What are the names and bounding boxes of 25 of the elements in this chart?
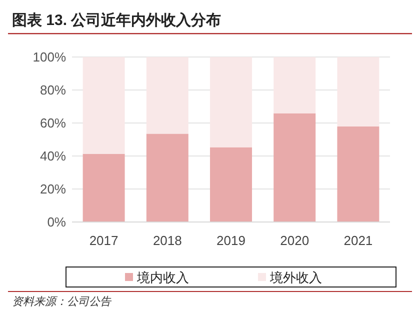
bar xyxy=(146,134,188,222)
y-tick-label: 80% xyxy=(40,82,66,98)
legend-label: 境外收入 xyxy=(269,270,322,285)
bar xyxy=(274,57,316,114)
y-tick-label: 40% xyxy=(40,148,66,164)
bar xyxy=(82,57,125,154)
y-tick-label: 100% xyxy=(32,50,66,64)
bar xyxy=(146,57,188,134)
bar xyxy=(82,154,125,222)
title: 图表 13. 公司近年内外收入分布 xyxy=(12,12,222,29)
y-tick-label: 0% xyxy=(47,214,66,230)
x-tick-label: 2017 xyxy=(89,233,118,248)
legend-label: 境内收入 xyxy=(136,270,189,285)
text: 资料来源：公司公告 xyxy=(12,295,112,308)
x-tick-label: 2019 xyxy=(216,233,246,248)
bar xyxy=(337,57,380,126)
x-tick-label: 2018 xyxy=(152,233,182,248)
y-tick-label: 60% xyxy=(40,116,66,130)
bar xyxy=(274,113,316,222)
y-tick-label: 20% xyxy=(40,182,66,196)
x-tick-label: 2020 xyxy=(280,233,310,248)
bar xyxy=(337,126,380,222)
x-tick-label: 2021 xyxy=(344,233,373,248)
bar xyxy=(210,147,252,222)
bar xyxy=(210,57,252,148)
